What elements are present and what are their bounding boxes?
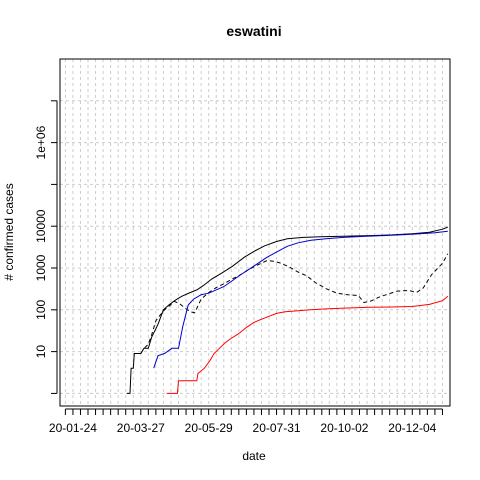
x-tick-label: 20-03-27 (117, 421, 165, 435)
y-tick-label: 10000 (34, 209, 48, 243)
series-line-2 (140, 253, 449, 354)
x-tick-label: 20-10-02 (320, 421, 368, 435)
y-tick-label: 10 (34, 345, 48, 359)
y-tick-label: 1000 (34, 254, 48, 281)
series-layer (126, 226, 449, 394)
y-axis-label: # confirmed cases (2, 183, 16, 280)
x-axis: 20-01-24 20-03-27 20-05-29 20-07-31 20-10-02… (49, 408, 443, 435)
series-line-3 (153, 230, 448, 369)
grid (60, 59, 450, 406)
y-axis: 10 100 1000 10000 1e+06 (34, 100, 58, 394)
x-tick-label: 20-07-31 (253, 421, 301, 435)
y-tick-label: 1e+06 (34, 125, 48, 159)
y-tick-label: 100 (34, 299, 48, 319)
x-axis-label: date (242, 449, 266, 463)
series-line-4 (166, 295, 449, 394)
x-tick-label: 20-12-04 (388, 421, 436, 435)
x-tick-label: 20-05-29 (185, 421, 233, 435)
plot-frame (59, 58, 451, 407)
chart-title: eswatini (226, 23, 281, 39)
x-tick-label: 20-01-24 (49, 421, 97, 435)
